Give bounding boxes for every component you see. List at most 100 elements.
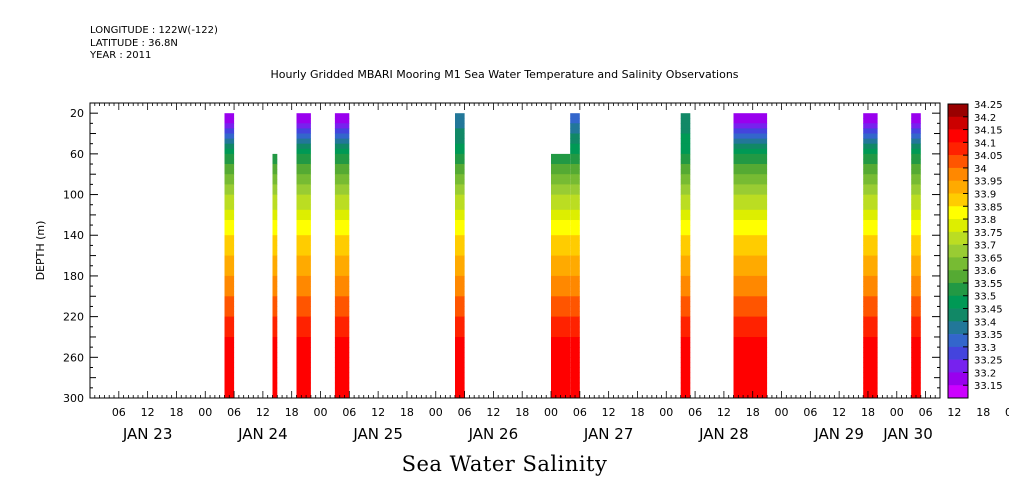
salinity-cell — [455, 270, 465, 277]
salinity-cell — [863, 392, 878, 399]
salinity-cell — [863, 199, 878, 206]
salinity-cell — [296, 128, 311, 134]
salinity-cell — [551, 387, 571, 394]
salinity-block — [272, 153, 278, 399]
salinity-cell — [334, 337, 350, 343]
salinity-cell — [272, 306, 278, 312]
colorbar-swatch — [948, 104, 968, 118]
colorbar-label: 34 — [974, 164, 987, 175]
salinity-cell — [272, 153, 278, 160]
salinity-cell — [733, 118, 768, 124]
salinity-cell — [570, 382, 580, 389]
salinity-cell — [224, 377, 235, 384]
salinity-cell — [570, 245, 580, 251]
colorbar-label: 34.25 — [974, 100, 1003, 111]
salinity-cell — [296, 331, 311, 338]
salinity-cell — [551, 240, 571, 246]
salinity-block — [455, 113, 465, 399]
salinity-cell — [296, 311, 311, 317]
salinity-cell — [334, 352, 350, 358]
salinity-cell — [551, 316, 571, 323]
x-tick-label: 06 — [112, 406, 126, 419]
salinity-cell — [272, 382, 278, 389]
salinity-cell — [272, 342, 278, 348]
salinity-cell — [733, 174, 768, 180]
salinity-cell — [863, 255, 878, 262]
salinity-cell — [296, 255, 311, 262]
salinity-cell — [296, 153, 311, 160]
x-tick-label: 12 — [486, 406, 500, 419]
salinity-cell — [334, 148, 350, 155]
salinity-cell — [733, 199, 768, 206]
salinity-cell — [272, 225, 278, 231]
salinity-cell — [272, 326, 278, 333]
salinity-cell — [455, 377, 465, 384]
salinity-cell — [334, 275, 350, 282]
x-tick-label: 12 — [602, 406, 616, 419]
salinity-cell — [733, 311, 768, 317]
salinity-cell — [224, 194, 235, 201]
salinity-cell — [334, 342, 350, 348]
y-tick-label: 260 — [63, 351, 84, 364]
salinity-cell — [680, 291, 691, 297]
x-tick-label: 00 — [544, 406, 558, 419]
salinity-cell — [296, 220, 311, 226]
salinity-cell — [911, 347, 921, 353]
salinity-cell — [551, 321, 571, 328]
salinity-cell — [455, 179, 465, 185]
salinity-cell — [455, 225, 465, 231]
salinity-cell — [455, 291, 465, 297]
salinity-cell — [680, 189, 691, 195]
salinity-cell — [551, 382, 571, 389]
salinity-cell — [455, 382, 465, 389]
salinity-cell — [272, 260, 278, 267]
salinity-cell — [455, 362, 465, 368]
salinity-cell — [680, 367, 691, 373]
salinity-cell — [863, 174, 878, 180]
salinity-cell — [911, 316, 921, 323]
salinity-cell — [224, 174, 235, 180]
salinity-cell — [863, 387, 878, 394]
salinity-cell — [570, 148, 580, 155]
salinity-cell — [224, 220, 235, 226]
colorbar-swatch — [948, 219, 968, 233]
salinity-cell — [863, 194, 878, 201]
colorbar-label: 33.95 — [974, 177, 1003, 188]
salinity-cell — [455, 148, 465, 155]
x-tick-label: 18 — [515, 406, 529, 419]
salinity-cell — [272, 158, 278, 165]
salinity-cell — [863, 357, 878, 363]
salinity-cell — [863, 133, 878, 139]
salinity-cell — [680, 169, 691, 175]
salinity-cell — [570, 158, 580, 165]
salinity-cell — [863, 209, 878, 216]
salinity-cell — [551, 367, 571, 373]
salinity-cell — [551, 220, 571, 226]
x-tick-label: 00 — [198, 406, 212, 419]
salinity-cell — [570, 138, 580, 145]
salinity-cell — [272, 311, 278, 317]
salinity-cell — [272, 209, 278, 216]
salinity-cell — [455, 153, 465, 160]
colorbar-label: 33.7 — [974, 241, 996, 252]
salinity-cell — [733, 331, 768, 338]
salinity-cell — [680, 301, 691, 307]
salinity-cell — [551, 301, 571, 307]
salinity-cell — [224, 367, 235, 373]
salinity-cell — [551, 326, 571, 333]
salinity-cell — [334, 372, 350, 379]
salinity-cell — [863, 281, 878, 287]
salinity-cell — [680, 387, 691, 394]
salinity-cell — [224, 230, 235, 236]
salinity-cell — [733, 372, 768, 379]
y-tick-label: 300 — [63, 392, 84, 405]
salinity-cell — [551, 164, 571, 170]
salinity-cell — [551, 265, 571, 272]
salinity-cell — [296, 245, 311, 251]
colorbar-label: 34.05 — [974, 151, 1003, 162]
salinity-cell — [272, 301, 278, 307]
y-axis: 20 60 100 140 180 220 260 300 DEPTH (m) — [34, 102, 940, 405]
salinity-cell — [863, 275, 878, 282]
colorbar-label: 34.15 — [974, 126, 1003, 137]
salinity-cell — [911, 133, 921, 139]
